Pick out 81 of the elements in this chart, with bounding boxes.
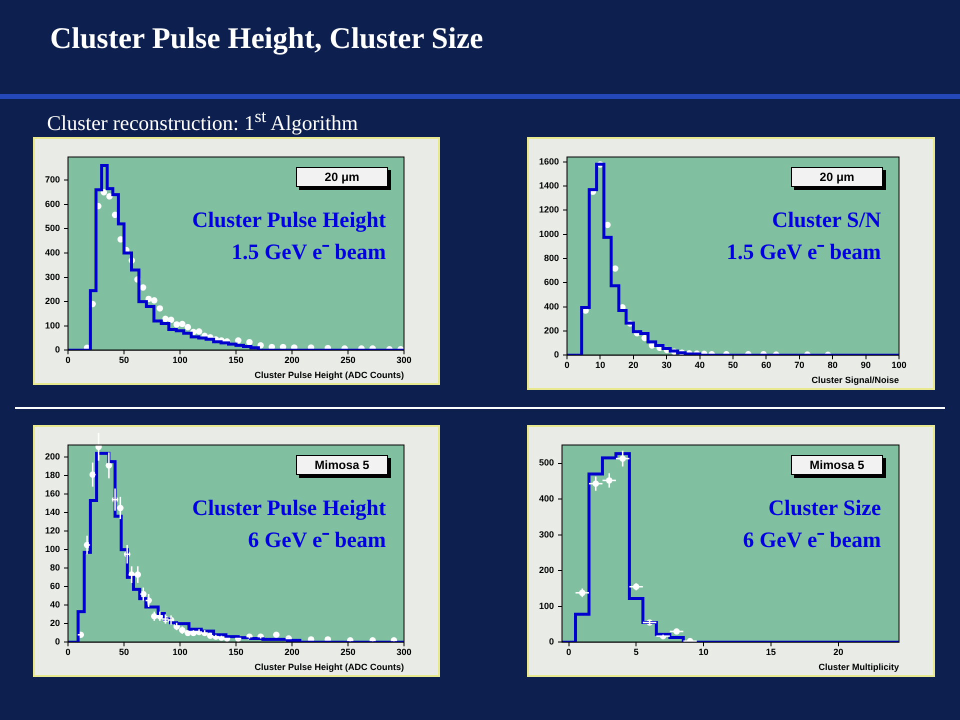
annotation: Cluster Pulse Height <box>192 207 387 232</box>
x-axis-title: Cluster Pulse Height (ADC Counts) <box>254 662 404 672</box>
y-tick-label: 1000 <box>538 228 560 239</box>
x-tick-label: 50 <box>118 355 130 366</box>
chart-subtitle: Cluster reconstruction: 1$^{st}$ Algorithm <box>47 106 358 136</box>
label-box: Mimosa 5 <box>791 455 883 475</box>
x-tick-label: 15 <box>766 647 776 658</box>
x-tick-label: 100 <box>172 647 188 658</box>
y-tick-label: 1400 <box>538 180 560 190</box>
y-tick-label: 0 <box>55 344 60 355</box>
y-tick-label: 140 <box>44 507 60 518</box>
y-tick-label: 400 <box>544 301 560 312</box>
x-tick-label: 150 <box>228 355 244 366</box>
annotation: 6 GeV e⁻ beam <box>248 527 386 552</box>
y-tick-label: 300 <box>538 529 554 540</box>
y-tick-label: 0 <box>549 636 554 647</box>
y-tick-label: 60 <box>50 581 60 592</box>
y-tick-label: 400 <box>44 247 60 258</box>
label-box: 20 μm <box>296 167 388 187</box>
y-tick-label: 1600 <box>538 156 560 166</box>
x-tick-label: 200 <box>284 647 300 658</box>
x-tick-label: 80 <box>828 360 838 370</box>
y-tick-label: 600 <box>544 277 560 288</box>
y-tick-label: 180 <box>44 470 60 480</box>
y-tick-label: 160 <box>44 488 60 499</box>
x-tick-label: 250 <box>340 647 356 658</box>
y-tick-label: 100 <box>538 600 554 611</box>
x-tick-label: 300 <box>396 355 412 366</box>
y-tick-label: 500 <box>538 458 554 468</box>
y-tick-label: 700 <box>44 174 60 185</box>
x-tick-label: 50 <box>728 360 738 370</box>
x-tick-label: 40 <box>694 360 705 370</box>
x-axis-title: Cluster Multiplicity <box>818 662 899 672</box>
x-tick-label: 90 <box>860 360 871 370</box>
x-tick-label: 250 <box>340 355 356 366</box>
label-box: 20 μm <box>791 167 883 187</box>
annotation: 6 GeV e⁻ beam <box>743 527 881 552</box>
x-tick-label: 100 <box>172 355 188 366</box>
y-tick-label: 300 <box>44 272 60 282</box>
x-tick-label: 50 <box>118 647 130 658</box>
y-tick-label: 500 <box>44 223 60 234</box>
annotation: 1.5 GeV e⁻ beam <box>232 239 386 264</box>
annotation: Cluster Size <box>768 495 882 520</box>
x-tick-label: 0 <box>66 647 71 658</box>
x-axis-title: Cluster Signal/Noise <box>811 375 899 386</box>
annotation: Cluster S/N <box>772 207 882 232</box>
y-tick-label: 40 <box>50 600 60 610</box>
chart-title: Cluster Pulse Height, Cluster Size <box>50 22 484 56</box>
x-tick-label: 60 <box>761 360 772 370</box>
annotation: 1.5 GeV e⁻ beam <box>726 239 881 264</box>
y-tick-label: 600 <box>44 198 60 209</box>
y-tick-label: 20 <box>50 618 60 628</box>
x-tick-label: 0 <box>564 360 570 370</box>
y-tick-label: 200 <box>44 452 60 462</box>
x-tick-label: 20 <box>628 360 638 370</box>
annotation: Cluster Pulse Height <box>192 495 387 520</box>
x-axis-title: Cluster Pulse Height (ADC Counts) <box>254 370 404 380</box>
y-tick-label: 100 <box>44 320 60 330</box>
y-tick-label: 200 <box>538 565 554 576</box>
y-tick-label: 800 <box>544 253 560 263</box>
y-tick-label: 100 <box>44 544 60 554</box>
y-tick-label: 200 <box>44 296 60 306</box>
x-tick-label: 20 <box>833 647 844 658</box>
x-tick-label: 100 <box>891 360 907 370</box>
y-tick-label: 400 <box>538 494 554 504</box>
x-tick-label: 150 <box>228 647 244 658</box>
y-tick-label: 0 <box>55 636 60 647</box>
y-tick-label: 80 <box>50 562 60 573</box>
y-tick-label: 200 <box>544 326 560 336</box>
x-tick-label: 5 <box>634 647 639 658</box>
x-tick-label: 300 <box>396 647 412 658</box>
x-tick-label: 10 <box>698 647 709 658</box>
y-tick-label: 120 <box>44 526 60 536</box>
x-tick-label: 0 <box>566 647 572 658</box>
x-tick-label: 70 <box>794 360 804 370</box>
x-tick-label: 10 <box>595 360 606 370</box>
y-tick-label: 1200 <box>538 204 560 215</box>
x-tick-label: 0 <box>66 355 71 366</box>
x-tick-label: 30 <box>662 360 672 370</box>
x-tick-label: 200 <box>284 355 300 366</box>
label-box: Mimosa 5 <box>296 455 388 475</box>
